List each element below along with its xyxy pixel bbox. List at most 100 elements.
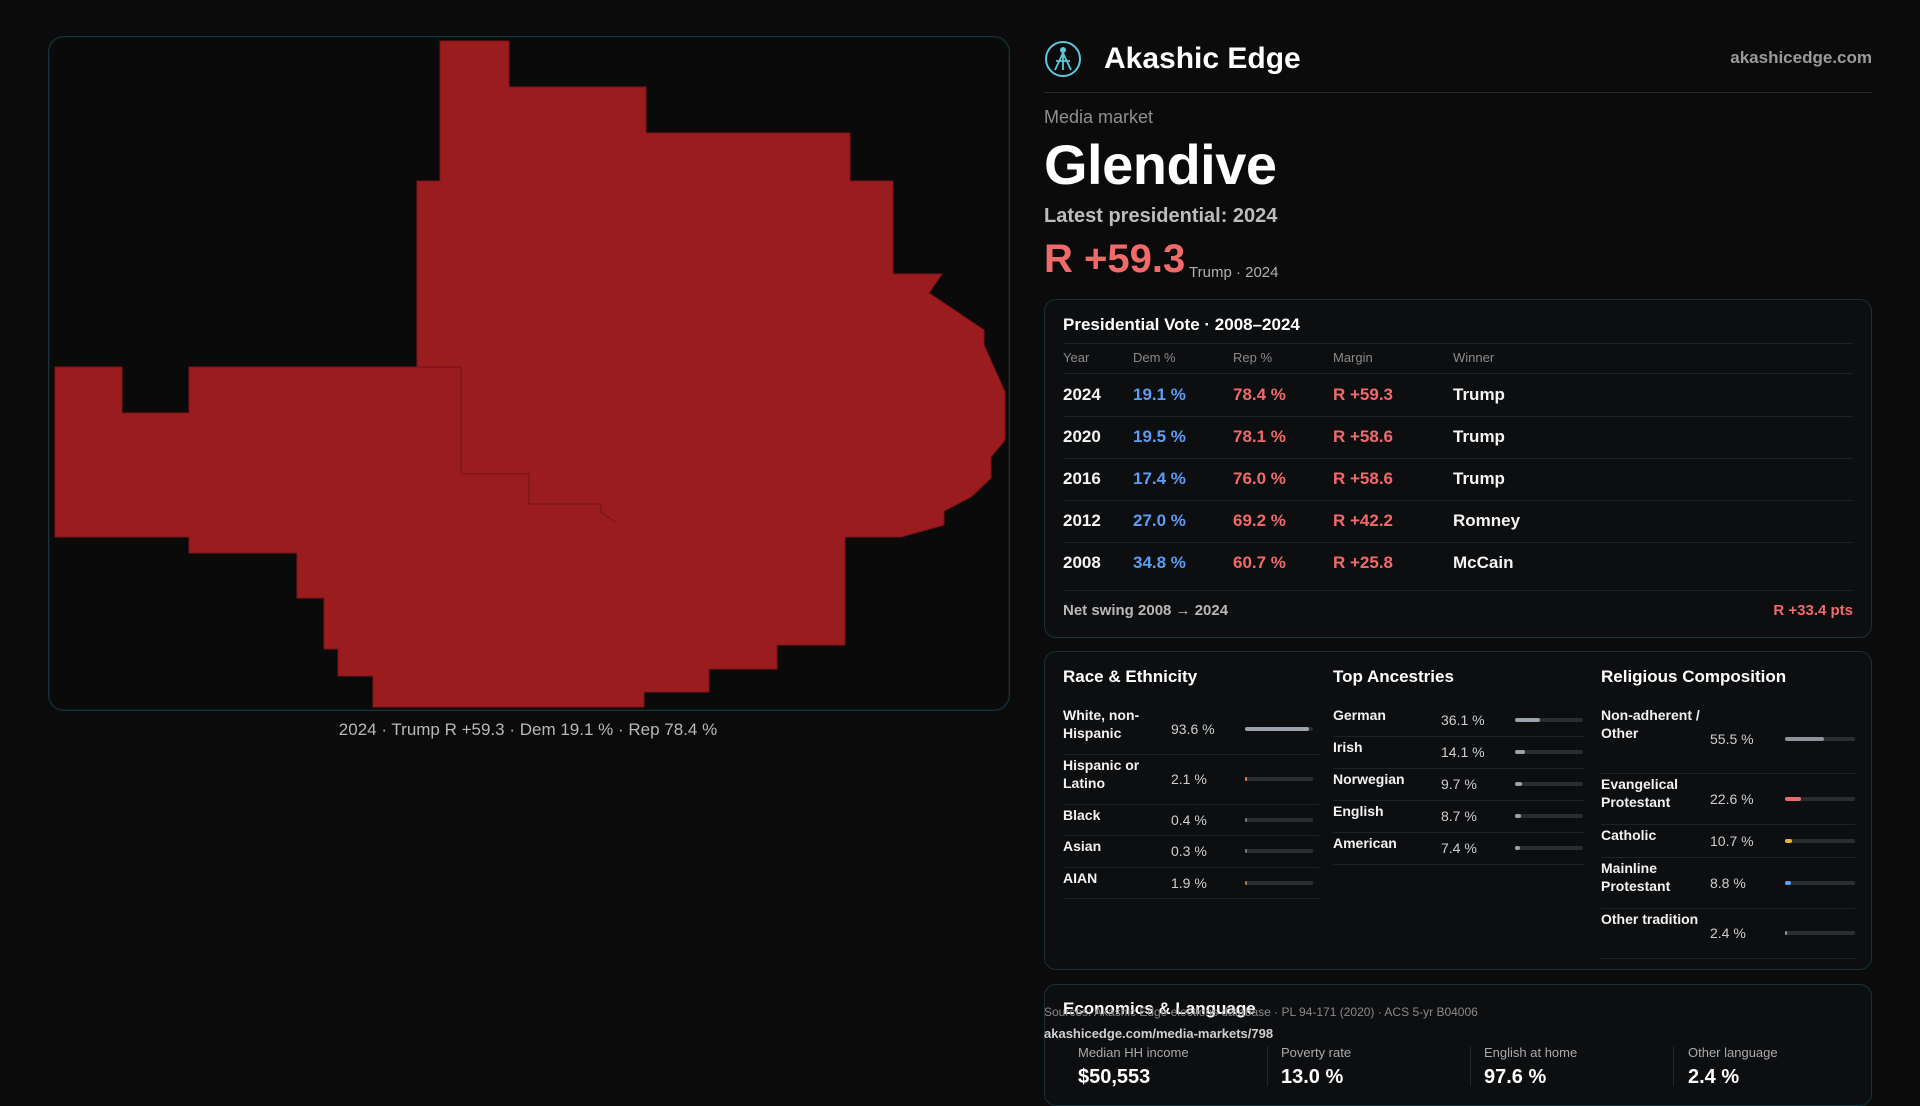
item-value: 22.6 % (1710, 791, 1754, 807)
winner-cell: Trump (1453, 427, 1505, 446)
divider (1063, 500, 1853, 501)
table-row[interactable]: 2016 17.4 % 76.0 % R +58.6 Trump (1045, 469, 1871, 499)
margin-cell: R +58.6 (1333, 427, 1394, 446)
margin-cell: R +42.2 (1333, 511, 1394, 530)
item-label: Norwegian (1333, 771, 1405, 787)
map-svg[interactable] (49, 37, 1009, 710)
list-item: Other tradition 2.4 % (1601, 908, 1855, 959)
table-row[interactable]: 2020 19.5 % 78.1 % R +58.6 Trump (1045, 427, 1871, 457)
market-kicker: Media market (1044, 107, 1154, 127)
akashic-logo-icon[interactable] (1044, 40, 1082, 78)
site-link[interactable]: akashicedge.com (1730, 48, 1872, 67)
bar-track (1245, 818, 1313, 822)
bar-track (1785, 881, 1855, 885)
bar-track (1245, 881, 1313, 885)
stat-value: 13.0 % (1281, 1066, 1344, 1088)
market-map[interactable] (48, 36, 1010, 711)
religion-title: Religious Composition (1601, 667, 1787, 686)
table-row[interactable]: 2012 27.0 % 69.2 % R +42.2 Romney (1045, 511, 1871, 541)
item-label: Evangelical Protestant (1601, 776, 1679, 810)
list-item: Norwegian 9.7 % (1333, 768, 1585, 801)
item-label: Catholic (1601, 827, 1657, 843)
bar-track (1785, 931, 1855, 935)
table-row[interactable]: 2024 19.1 % 78.4 % R +59.3 Trump (1045, 385, 1871, 415)
bar-fill (1245, 881, 1247, 885)
item-label: Black (1063, 807, 1101, 823)
year-cell: 2020 (1063, 427, 1101, 446)
divider (1267, 1046, 1268, 1086)
item-label: German (1333, 707, 1386, 723)
stat-value: 2.4 % (1688, 1066, 1740, 1088)
divider (1063, 542, 1853, 543)
year-cell: 2024 (1063, 385, 1101, 404)
bar-fill (1785, 839, 1792, 843)
bar-track (1245, 727, 1313, 731)
list-item: AIAN 1.9 % (1063, 867, 1319, 899)
item-value: 8.7 % (1441, 808, 1477, 824)
dem-pct-cell: 17.4 % (1133, 469, 1186, 488)
item-label: AIAN (1063, 870, 1098, 886)
item-value: 0.4 % (1171, 812, 1207, 828)
bar-fill (1245, 727, 1309, 731)
item-label: American (1333, 835, 1397, 851)
table-row[interactable]: 2008 34.8 % 60.7 % R +25.8 McCain (1045, 553, 1871, 583)
margin-cell: R +25.8 (1333, 553, 1394, 572)
rep-pct-cell: 69.2 % (1233, 511, 1286, 530)
item-label: Non-adherent / Other (1601, 707, 1700, 741)
stat-label: Median HH income (1078, 1045, 1189, 1060)
item-value: 93.6 % (1171, 721, 1215, 737)
list-item: Evangelical Protestant 22.6 % (1601, 773, 1855, 825)
bar-fill (1515, 846, 1520, 850)
bar-track (1245, 777, 1313, 781)
list-item: Non-adherent / Other 55.5 % (1601, 704, 1855, 774)
item-label: Other tradition (1601, 911, 1699, 927)
market-region-shape[interactable] (54, 40, 1006, 708)
dem-pct-cell: 34.8 % (1133, 553, 1186, 572)
list-item: Catholic 10.7 % (1601, 824, 1855, 858)
bar-fill (1515, 814, 1521, 818)
divider (1063, 416, 1853, 417)
year-cell: 2016 (1063, 469, 1101, 488)
col-dem: Dem % (1133, 350, 1176, 365)
bar-fill (1785, 737, 1824, 741)
bar-track (1515, 782, 1583, 786)
item-label: White, non-Hispanic (1063, 707, 1140, 741)
item-value: 2.4 % (1710, 925, 1746, 941)
rep-pct-cell: 78.4 % (1233, 385, 1286, 404)
item-label: English (1333, 803, 1384, 819)
bar-fill (1245, 818, 1247, 822)
item-value: 10.7 % (1710, 833, 1754, 849)
source-url-link[interactable]: akashicedge.com/media-markets/798 (1044, 1026, 1274, 1041)
item-value: 14.1 % (1441, 744, 1485, 760)
item-value: 0.3 % (1171, 843, 1207, 859)
bar-track (1785, 797, 1855, 801)
item-value: 8.8 % (1710, 875, 1746, 891)
item-value: 55.5 % (1710, 731, 1754, 747)
col-year: Year (1063, 350, 1090, 365)
winner-cell: Trump (1453, 385, 1505, 404)
bar-fill (1515, 782, 1522, 786)
list-item: Irish 14.1 % (1333, 736, 1585, 769)
rep-pct-cell: 78.1 % (1233, 427, 1286, 446)
dem-pct-cell: 19.5 % (1133, 427, 1186, 446)
winner-cell: Trump (1453, 469, 1505, 488)
margin-cell: R +59.3 (1333, 385, 1394, 404)
race-title: Race & Ethnicity (1063, 667, 1198, 686)
item-value: 36.1 % (1441, 712, 1485, 728)
brand-name: Akashic Edge (1104, 42, 1301, 75)
stat-value: $50,553 (1078, 1066, 1151, 1088)
rep-pct-cell: 60.7 % (1233, 553, 1286, 572)
divider (1063, 373, 1853, 374)
item-label: Hispanic or Latino (1063, 757, 1140, 791)
stat-label: Other language (1688, 1045, 1778, 1060)
bar-track (1785, 737, 1855, 741)
demographics-card: Race & Ethnicity White, non-Hispanic 93.6… (1044, 651, 1872, 970)
presidential-vote-card: Presidential Vote · 2008–2024 Year Dem %… (1044, 299, 1872, 638)
list-item: English 8.7 % (1333, 800, 1585, 833)
margin-cell: R +58.6 (1333, 469, 1394, 488)
ancestry-title: Top Ancestries (1333, 667, 1454, 686)
bar-fill (1785, 797, 1801, 801)
year-cell: 2008 (1063, 553, 1101, 572)
bar-fill (1515, 718, 1540, 722)
divider (1063, 458, 1853, 459)
